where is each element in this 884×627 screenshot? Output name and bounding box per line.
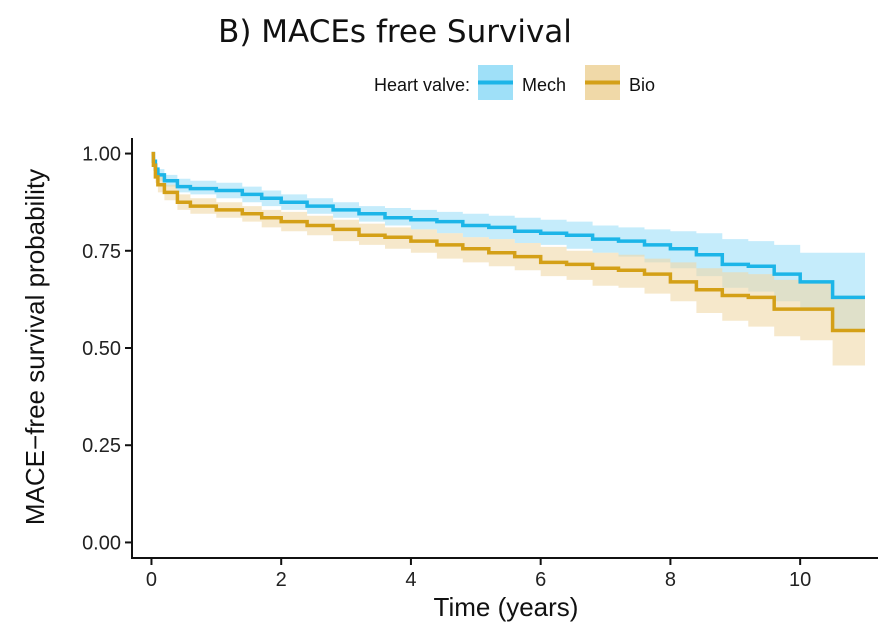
y-tick-label: 0.25 (82, 435, 121, 457)
x-axis-label: Time (years) (434, 592, 579, 622)
y-tick-label: 0.75 (82, 241, 121, 263)
x-tick-label: 0 (146, 569, 157, 591)
y-tick-label: 1.00 (82, 144, 121, 166)
legend-title: Heart valve: (374, 75, 470, 95)
legend: Heart valve: Mech Bio (374, 65, 655, 100)
x-axis-ticks: 0 2 4 6 8 10 (146, 558, 811, 591)
y-tick-label: 0.00 (82, 532, 121, 554)
x-tick-label: 10 (789, 569, 811, 591)
y-axis-ticks: 0.00 0.25 0.50 0.75 1.00 (82, 144, 132, 554)
series-line-bio (151, 151, 865, 333)
y-axis-label: MACE−free survival probability (20, 169, 50, 525)
x-tick-label: 6 (535, 569, 546, 591)
band-mech (151, 153, 865, 331)
confidence-bands (151, 153, 865, 366)
x-tick-label: 2 (276, 569, 287, 591)
y-tick-label: 0.50 (82, 338, 121, 360)
x-tick-label: 8 (665, 569, 676, 591)
x-tick-label: 4 (405, 569, 416, 591)
survival-curves (151, 151, 865, 333)
legend-label-mech: Mech (522, 75, 566, 95)
chart-title: B) MACEs free Survival (218, 14, 572, 50)
series-line-mech (151, 151, 865, 300)
legend-label-bio: Bio (629, 75, 655, 95)
band-bio (151, 153, 865, 366)
